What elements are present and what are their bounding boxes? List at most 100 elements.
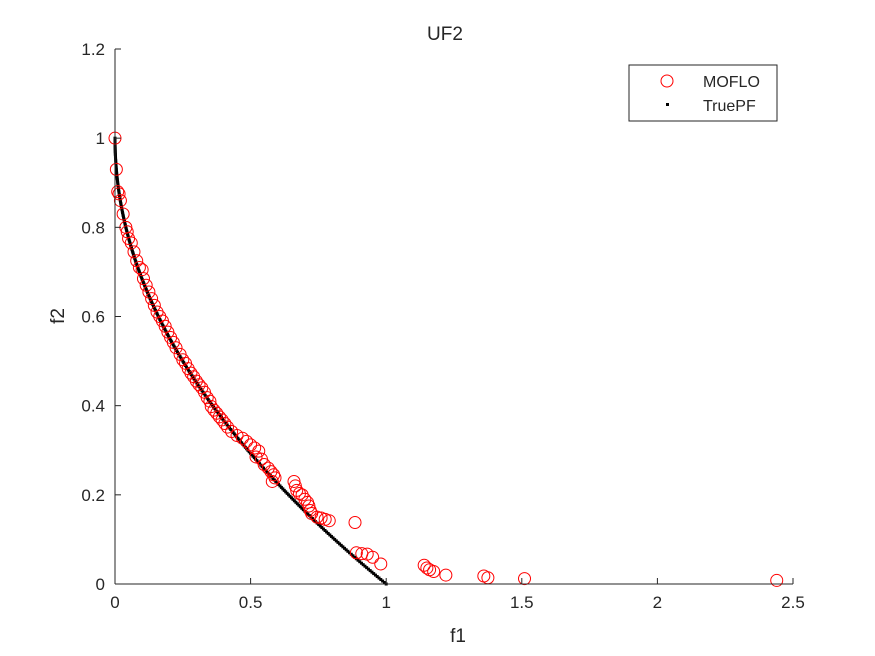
truepf-point xyxy=(372,572,376,576)
moflo-point xyxy=(189,374,203,388)
legend-label-truepf: TruePF xyxy=(703,98,756,115)
moflo-point xyxy=(127,245,141,259)
moflo-point xyxy=(235,431,249,445)
truepf-point xyxy=(320,526,324,530)
truepf-point xyxy=(361,563,365,567)
y-tick-label: 1.2 xyxy=(81,40,105,59)
truepf-point xyxy=(381,579,385,583)
moflo-point xyxy=(374,557,388,571)
truepf-point xyxy=(341,545,345,549)
truepf-point xyxy=(346,549,350,553)
moflo-point xyxy=(112,187,126,201)
moflo-point xyxy=(310,510,324,524)
moflo-point xyxy=(200,391,214,405)
moflo-point xyxy=(145,292,159,306)
moflo-point xyxy=(207,403,221,417)
moflo-point xyxy=(420,561,434,575)
y-tick-label: 0.6 xyxy=(81,308,105,327)
truepf-point xyxy=(300,506,304,510)
truepf-point xyxy=(318,524,322,528)
y-tick-label: 0.2 xyxy=(81,486,105,505)
moflo-point xyxy=(518,572,532,586)
x-tick-label: 1.5 xyxy=(510,593,534,612)
truepf-point xyxy=(373,573,377,577)
truepf-point xyxy=(312,518,316,522)
moflo-point xyxy=(147,298,161,312)
moflo-point xyxy=(261,461,275,475)
moflo-point xyxy=(111,185,125,199)
moflo-point xyxy=(427,565,441,579)
truepf-point xyxy=(363,564,367,568)
truepf-point xyxy=(375,575,379,579)
truepf-point xyxy=(301,508,305,512)
truepf-point xyxy=(336,540,340,544)
moflo-point xyxy=(124,236,138,250)
truepf-point xyxy=(368,569,372,573)
truepf-point xyxy=(303,509,307,513)
y-tick-label: 0.4 xyxy=(81,397,105,416)
moflo-point xyxy=(169,341,183,355)
axes: 0 0.5 1 1.5 2 2.5 0 0.2 0.4 0.6 0.8 1 1.2 xyxy=(81,40,804,612)
moflo-point xyxy=(249,450,263,464)
truepf-point xyxy=(366,567,370,571)
moflo-point xyxy=(158,319,172,333)
truepf-point xyxy=(343,546,347,550)
x-tick-label: 2 xyxy=(653,593,662,612)
moflo-point xyxy=(322,514,336,528)
moflo-point xyxy=(203,394,217,408)
truepf-point xyxy=(359,561,363,565)
legend-box xyxy=(628,64,778,122)
truepf-point xyxy=(317,523,321,527)
truepf-point xyxy=(338,542,342,546)
truepf-point xyxy=(307,514,311,518)
moflo-point xyxy=(349,546,363,560)
truepf-point xyxy=(344,548,348,552)
moflo-point xyxy=(240,434,254,448)
truepf-point xyxy=(365,566,369,570)
truepf-point xyxy=(370,570,374,574)
moflo-point xyxy=(135,263,149,277)
x-tick-label: 0 xyxy=(110,593,119,612)
moflo-point xyxy=(366,550,380,564)
moflo-point xyxy=(116,207,130,221)
truepf-point xyxy=(353,555,357,559)
x-tick-label: 2.5 xyxy=(781,593,805,612)
truepf-point xyxy=(304,511,308,515)
moflo-point xyxy=(132,260,146,274)
x-tick-label: 0.5 xyxy=(239,593,263,612)
legend: MOFLO TruePF xyxy=(628,64,778,122)
truepf-point xyxy=(348,551,352,555)
truepf-point xyxy=(321,527,325,531)
moflo-point xyxy=(244,438,258,452)
truepf-point xyxy=(323,529,327,532)
moflo-point xyxy=(298,492,312,506)
truepf-point xyxy=(326,531,330,535)
moflo-point xyxy=(265,474,279,488)
truepf-point xyxy=(382,581,386,585)
truepf-point xyxy=(349,552,353,556)
legend-marker-truepf xyxy=(666,103,669,106)
moflo-point xyxy=(439,568,453,582)
moflo-point xyxy=(348,515,362,529)
moflo-point xyxy=(268,471,282,485)
moflo-point xyxy=(204,400,218,414)
y-axis-ticks: 0 0.2 0.4 0.6 0.8 1 1.2 xyxy=(81,40,121,594)
moflo-point xyxy=(264,465,278,479)
moflo-point xyxy=(109,162,123,176)
truepf-point xyxy=(379,578,383,582)
y-axis-label: f2 xyxy=(48,308,69,324)
moflo-point xyxy=(770,573,784,587)
moflo-point xyxy=(113,194,127,208)
moflo-point xyxy=(257,458,271,472)
moflo-point xyxy=(252,444,266,458)
moflo-point xyxy=(142,285,156,299)
truepf-point xyxy=(329,534,333,538)
legend-marker-moflo xyxy=(660,74,674,88)
truepf-point xyxy=(306,512,310,516)
truepf-point xyxy=(334,539,338,543)
x-axis-ticks: 0 0.5 1 1.5 2 2.5 xyxy=(110,578,805,612)
truepf-point xyxy=(310,517,314,521)
moflo-point xyxy=(136,272,150,286)
truepf-point xyxy=(328,533,332,537)
